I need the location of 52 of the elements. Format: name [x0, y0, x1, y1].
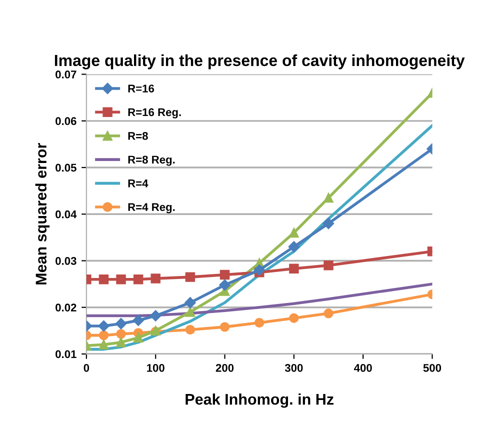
point [116, 274, 126, 284]
point [254, 264, 265, 276]
point [184, 297, 196, 308]
point [98, 274, 109, 284]
chart-title: Image quality in the presence of cavity inhomogeneity [54, 54, 465, 70]
point [322, 218, 334, 230]
x-axis-title: Peak Inhomog. in Hz [186, 393, 334, 408]
y-tick-label: 0.01 [56, 350, 76, 358]
point [185, 272, 196, 282]
y-axis-title: Mean squared error [35, 143, 50, 284]
point [289, 228, 299, 238]
point [116, 329, 126, 339]
y-tick-label: 0.03 [56, 257, 76, 265]
legend-label: R=8 [128, 132, 148, 140]
point [324, 260, 334, 270]
legend-label: R=16 [128, 84, 154, 92]
point [185, 307, 196, 317]
point [219, 279, 230, 291]
x-tick-label: 400 [354, 364, 372, 372]
x-tick-label: 100 [147, 364, 164, 372]
point [254, 318, 264, 328]
y-tick-label: 0.06 [56, 117, 76, 126]
point [324, 192, 334, 203]
point [220, 322, 230, 332]
point [289, 264, 299, 274]
x-tick-label: 500 [423, 364, 442, 372]
point [289, 313, 299, 323]
point [133, 332, 144, 343]
point [150, 274, 160, 284]
point [115, 318, 127, 330]
x-tick-label: 300 [284, 364, 303, 372]
x-tick-label: 200 [216, 364, 234, 372]
y-tick-label: 0.02 [56, 304, 76, 312]
legend-label: R=4 [128, 180, 148, 188]
point [324, 308, 334, 318]
point [288, 241, 300, 252]
point [98, 320, 110, 332]
y-tick-label: 0.04 [56, 210, 77, 218]
legend-label: R=16 Reg. [128, 108, 181, 118]
legend-label: R=8 Reg. [128, 156, 175, 166]
point [133, 274, 144, 284]
point [150, 310, 162, 322]
point [132, 314, 144, 326]
y-tick-label: 0.07 [56, 70, 76, 78]
x-tick-label: 0 [84, 364, 90, 372]
point [185, 324, 196, 335]
y-tick-label: 0.05 [56, 164, 76, 172]
point [98, 330, 109, 340]
point [98, 340, 109, 350]
point [116, 337, 126, 348]
point [220, 270, 230, 280]
legend-label: R=4 Reg. [128, 203, 175, 214]
